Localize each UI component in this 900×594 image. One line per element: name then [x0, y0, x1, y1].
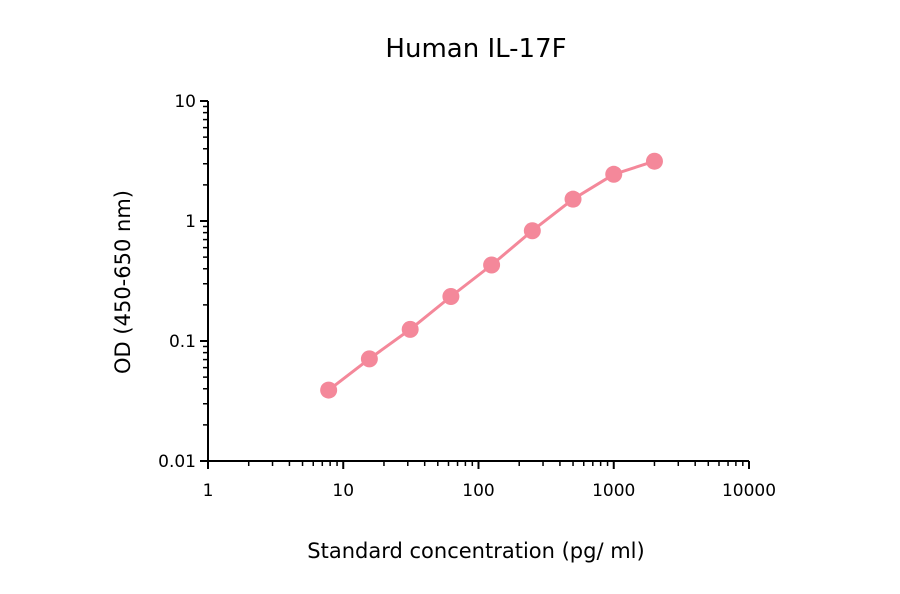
y-axis-label: OD (450-650 nm) [111, 190, 135, 374]
y-tick-label: 10 [174, 92, 196, 112]
y-axis-ticks: 0.01 0.1 1 10 [158, 92, 208, 472]
data-point [605, 165, 623, 183]
x-tick-label: 1000 [592, 481, 635, 501]
chart-title: Human IL-17F [385, 34, 566, 64]
y-tick-label: 0.1 [169, 332, 196, 352]
x-axis-ticks: 1 10 100 1000 10000 [203, 461, 776, 501]
x-tick-label: 10 [332, 481, 354, 501]
x-tick-label: 10000 [722, 481, 776, 501]
x-tick-label: 1 [203, 481, 214, 501]
data-point [401, 320, 419, 338]
y-tick-label: 1 [185, 212, 196, 232]
x-tick-label: 100 [462, 481, 494, 501]
axes [207, 101, 749, 462]
data-point [564, 190, 582, 208]
data-point [523, 222, 541, 240]
data-point [483, 256, 501, 274]
data-point [645, 152, 663, 170]
data-point [442, 287, 460, 305]
series-line [327, 159, 655, 392]
data-point [360, 350, 378, 368]
data-point [320, 381, 338, 399]
y-tick-label: 0.01 [158, 452, 196, 472]
data-series [320, 152, 663, 399]
x-axis-label: Standard concentration (pg/ ml) [307, 539, 644, 563]
